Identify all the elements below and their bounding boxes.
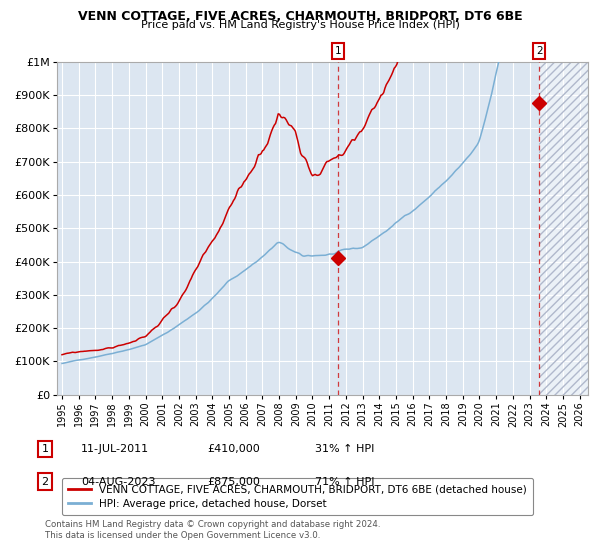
Text: 31% ↑ HPI: 31% ↑ HPI bbox=[315, 444, 374, 454]
Text: 1: 1 bbox=[335, 46, 341, 56]
Text: 1: 1 bbox=[41, 444, 49, 454]
Text: Price paid vs. HM Land Registry's House Price Index (HPI): Price paid vs. HM Land Registry's House … bbox=[140, 20, 460, 30]
Text: 2: 2 bbox=[41, 477, 49, 487]
Bar bbox=[539, 62, 588, 395]
Text: 71% ↑ HPI: 71% ↑ HPI bbox=[315, 477, 374, 487]
Legend: VENN COTTAGE, FIVE ACRES, CHARMOUTH, BRIDPORT, DT6 6BE (detached house), HPI: Av: VENN COTTAGE, FIVE ACRES, CHARMOUTH, BRI… bbox=[62, 478, 533, 515]
Text: 2: 2 bbox=[536, 46, 543, 56]
Text: £875,000: £875,000 bbox=[207, 477, 260, 487]
Text: 11-JUL-2011: 11-JUL-2011 bbox=[81, 444, 149, 454]
Text: Contains HM Land Registry data © Crown copyright and database right 2024.
This d: Contains HM Land Registry data © Crown c… bbox=[45, 520, 380, 540]
Text: £410,000: £410,000 bbox=[207, 444, 260, 454]
Text: 04-AUG-2023: 04-AUG-2023 bbox=[81, 477, 155, 487]
Bar bbox=[539, 62, 588, 395]
Text: VENN COTTAGE, FIVE ACRES, CHARMOUTH, BRIDPORT, DT6 6BE: VENN COTTAGE, FIVE ACRES, CHARMOUTH, BRI… bbox=[77, 10, 523, 23]
